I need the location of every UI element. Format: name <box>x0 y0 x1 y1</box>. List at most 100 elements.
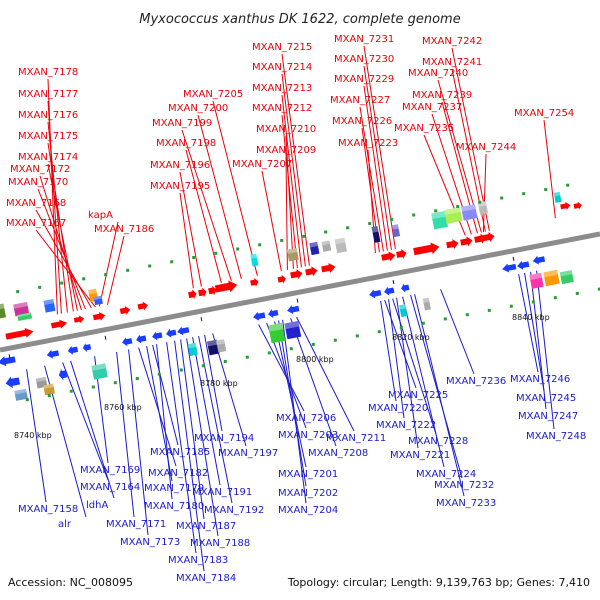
strand-marker <box>214 251 218 255</box>
leader-line-mxan-7245 <box>524 272 545 392</box>
leader-line-mxan-7236 <box>440 289 475 375</box>
strand-marker <box>148 264 152 268</box>
strand-marker <box>377 330 381 334</box>
gene-arrow-5 <box>137 301 148 311</box>
strand-marker <box>500 196 504 200</box>
gene-block-31 <box>321 240 332 252</box>
strand-marker <box>267 351 271 355</box>
leader-line-mxan-7225 <box>384 299 417 389</box>
gene-arrow-15 <box>381 251 396 262</box>
gene-block-29 <box>286 247 299 262</box>
leader-line-mxan-7211 <box>296 316 355 432</box>
gene-block-27 <box>93 295 103 306</box>
accession-text: Accession: NC_008095 <box>8 576 133 589</box>
gene-block-23 <box>13 301 30 317</box>
leader-line-mxan-7171 <box>116 351 135 518</box>
leader-line-mxan-7167 <box>35 229 96 308</box>
gene-label-kapa: kapA <box>88 210 113 221</box>
gene-label-mxan-7209: MXAN_7209 <box>256 145 316 156</box>
gene-label-mxan-7168: MXAN_7168 <box>6 198 66 209</box>
gene-label-mxan-7180: MXAN_7180 <box>144 501 204 512</box>
gene-label-mxan-7197: MXAN_7197 <box>218 448 278 459</box>
gene-arrow-52 <box>268 309 279 319</box>
leader-line-mxan-7214 <box>281 73 306 267</box>
gene-block-70 <box>284 320 302 340</box>
gene-arrow-44 <box>67 345 79 355</box>
gene-arrow-18 <box>446 239 459 249</box>
gene-label-mxan-7215: MXAN_7215 <box>252 42 312 53</box>
strand-marker <box>311 342 315 346</box>
leader-line-mxan-7209 <box>285 156 288 271</box>
gene-block-71 <box>399 304 408 318</box>
gene-label-mxan-7182: MXAN_7182 <box>148 468 208 479</box>
leader-line-mxan-7227 <box>359 106 384 252</box>
genome-summary-text: Topology: circular; Length: 9,139,763 bp… <box>287 576 590 589</box>
strand-marker <box>597 287 600 291</box>
gene-arrow-14 <box>321 263 336 273</box>
gene-block-28 <box>250 253 259 267</box>
leader-line-mxan-7204 <box>282 319 307 504</box>
gene-label-mxan-7240: MXAN_7240 <box>408 68 468 79</box>
gene-block-74 <box>543 269 560 287</box>
gene-block-33 <box>371 226 381 243</box>
leader-line-mxan-7246 <box>518 274 539 373</box>
leader-line-mxan-7254 <box>543 119 556 219</box>
gene-label-mxan-7231: MXAN_7231 <box>334 34 394 45</box>
gene-label-mxan-7221: MXAN_7221 <box>390 450 450 461</box>
gene-arrow-56 <box>401 283 410 293</box>
gene-label-mxan-7188: MXAN_7188 <box>190 538 250 549</box>
strand-marker <box>412 213 416 217</box>
gene-label-mxan-7177: MXAN_7177 <box>18 89 78 100</box>
gene-arrow-10 <box>250 277 259 287</box>
gene-label-mxan-7183: MXAN_7183 <box>168 555 228 566</box>
gene-arrow-17 <box>413 242 440 256</box>
gene-arrow-49 <box>166 328 177 338</box>
leader-line-mxan-7174 <box>47 163 78 311</box>
strand-marker <box>522 192 526 196</box>
leader-line-mxan-7213 <box>281 94 302 268</box>
gene-label-mxan-7164: MXAN_7164 <box>80 482 140 493</box>
gene-label-mxan-7230: MXAN_7230 <box>334 54 394 65</box>
gene-block-39 <box>553 191 562 203</box>
leader-line-mxan-7196 <box>179 171 202 287</box>
gene-label-alr: alr <box>58 519 72 530</box>
gene-arrow-16 <box>396 248 407 259</box>
leader-line-mxan-7186 <box>106 235 125 305</box>
gene-block-72 <box>422 297 431 311</box>
strand-marker <box>113 381 117 385</box>
gene-arrow-53 <box>287 305 300 315</box>
gene-label-mxan-7226: MXAN_7226 <box>332 116 392 127</box>
leader-line-mxan-7222 <box>388 299 405 419</box>
leader-line-mxan-7185 <box>152 344 179 446</box>
leader-line-mxan-7221 <box>396 297 419 449</box>
leader-line-mxan-7210 <box>285 135 294 269</box>
leader-line-mxan-7230 <box>363 65 392 250</box>
gene-label-mxan-7200: MXAN_7200 <box>168 103 228 114</box>
leader-line-mxan-7182 <box>138 347 177 467</box>
gene-arrow-51 <box>253 311 266 321</box>
leader-line-mxan-7248 <box>536 270 555 430</box>
strand-marker <box>60 281 64 285</box>
gene-label-mxan-7198: MXAN_7198 <box>156 138 216 149</box>
genome-backbone <box>0 231 600 353</box>
leader-line-mxan-7173 <box>128 349 149 536</box>
gene-label-mxan-7245: MXAN_7245 <box>516 393 576 404</box>
leader-line-mxan-7188 <box>186 338 219 537</box>
leader-line-mxan-7232 <box>410 294 463 479</box>
leader-line-mxan-7224 <box>402 296 445 468</box>
gene-label-mxan-7172: MXAN_7172 <box>10 164 70 175</box>
gene-label-mxan-7254: MXAN_7254 <box>514 108 574 119</box>
strand-marker <box>170 260 174 264</box>
gene-block-25 <box>43 298 56 313</box>
leader-line-mxan-7208 <box>290 318 337 447</box>
leader-line-mxan-7229 <box>363 85 388 251</box>
leader-line-mxan-7195 <box>179 192 194 289</box>
leader-line-kapa <box>98 221 119 307</box>
gene-label-mxan-7246: MXAN_7246 <box>510 374 570 385</box>
gene-label-mxan-7171: MXAN_7171 <box>106 519 166 530</box>
strand-marker <box>25 398 29 402</box>
leader-line-mxan-7170 <box>37 188 86 310</box>
strand-marker <box>443 317 447 321</box>
strand-marker <box>487 308 491 312</box>
